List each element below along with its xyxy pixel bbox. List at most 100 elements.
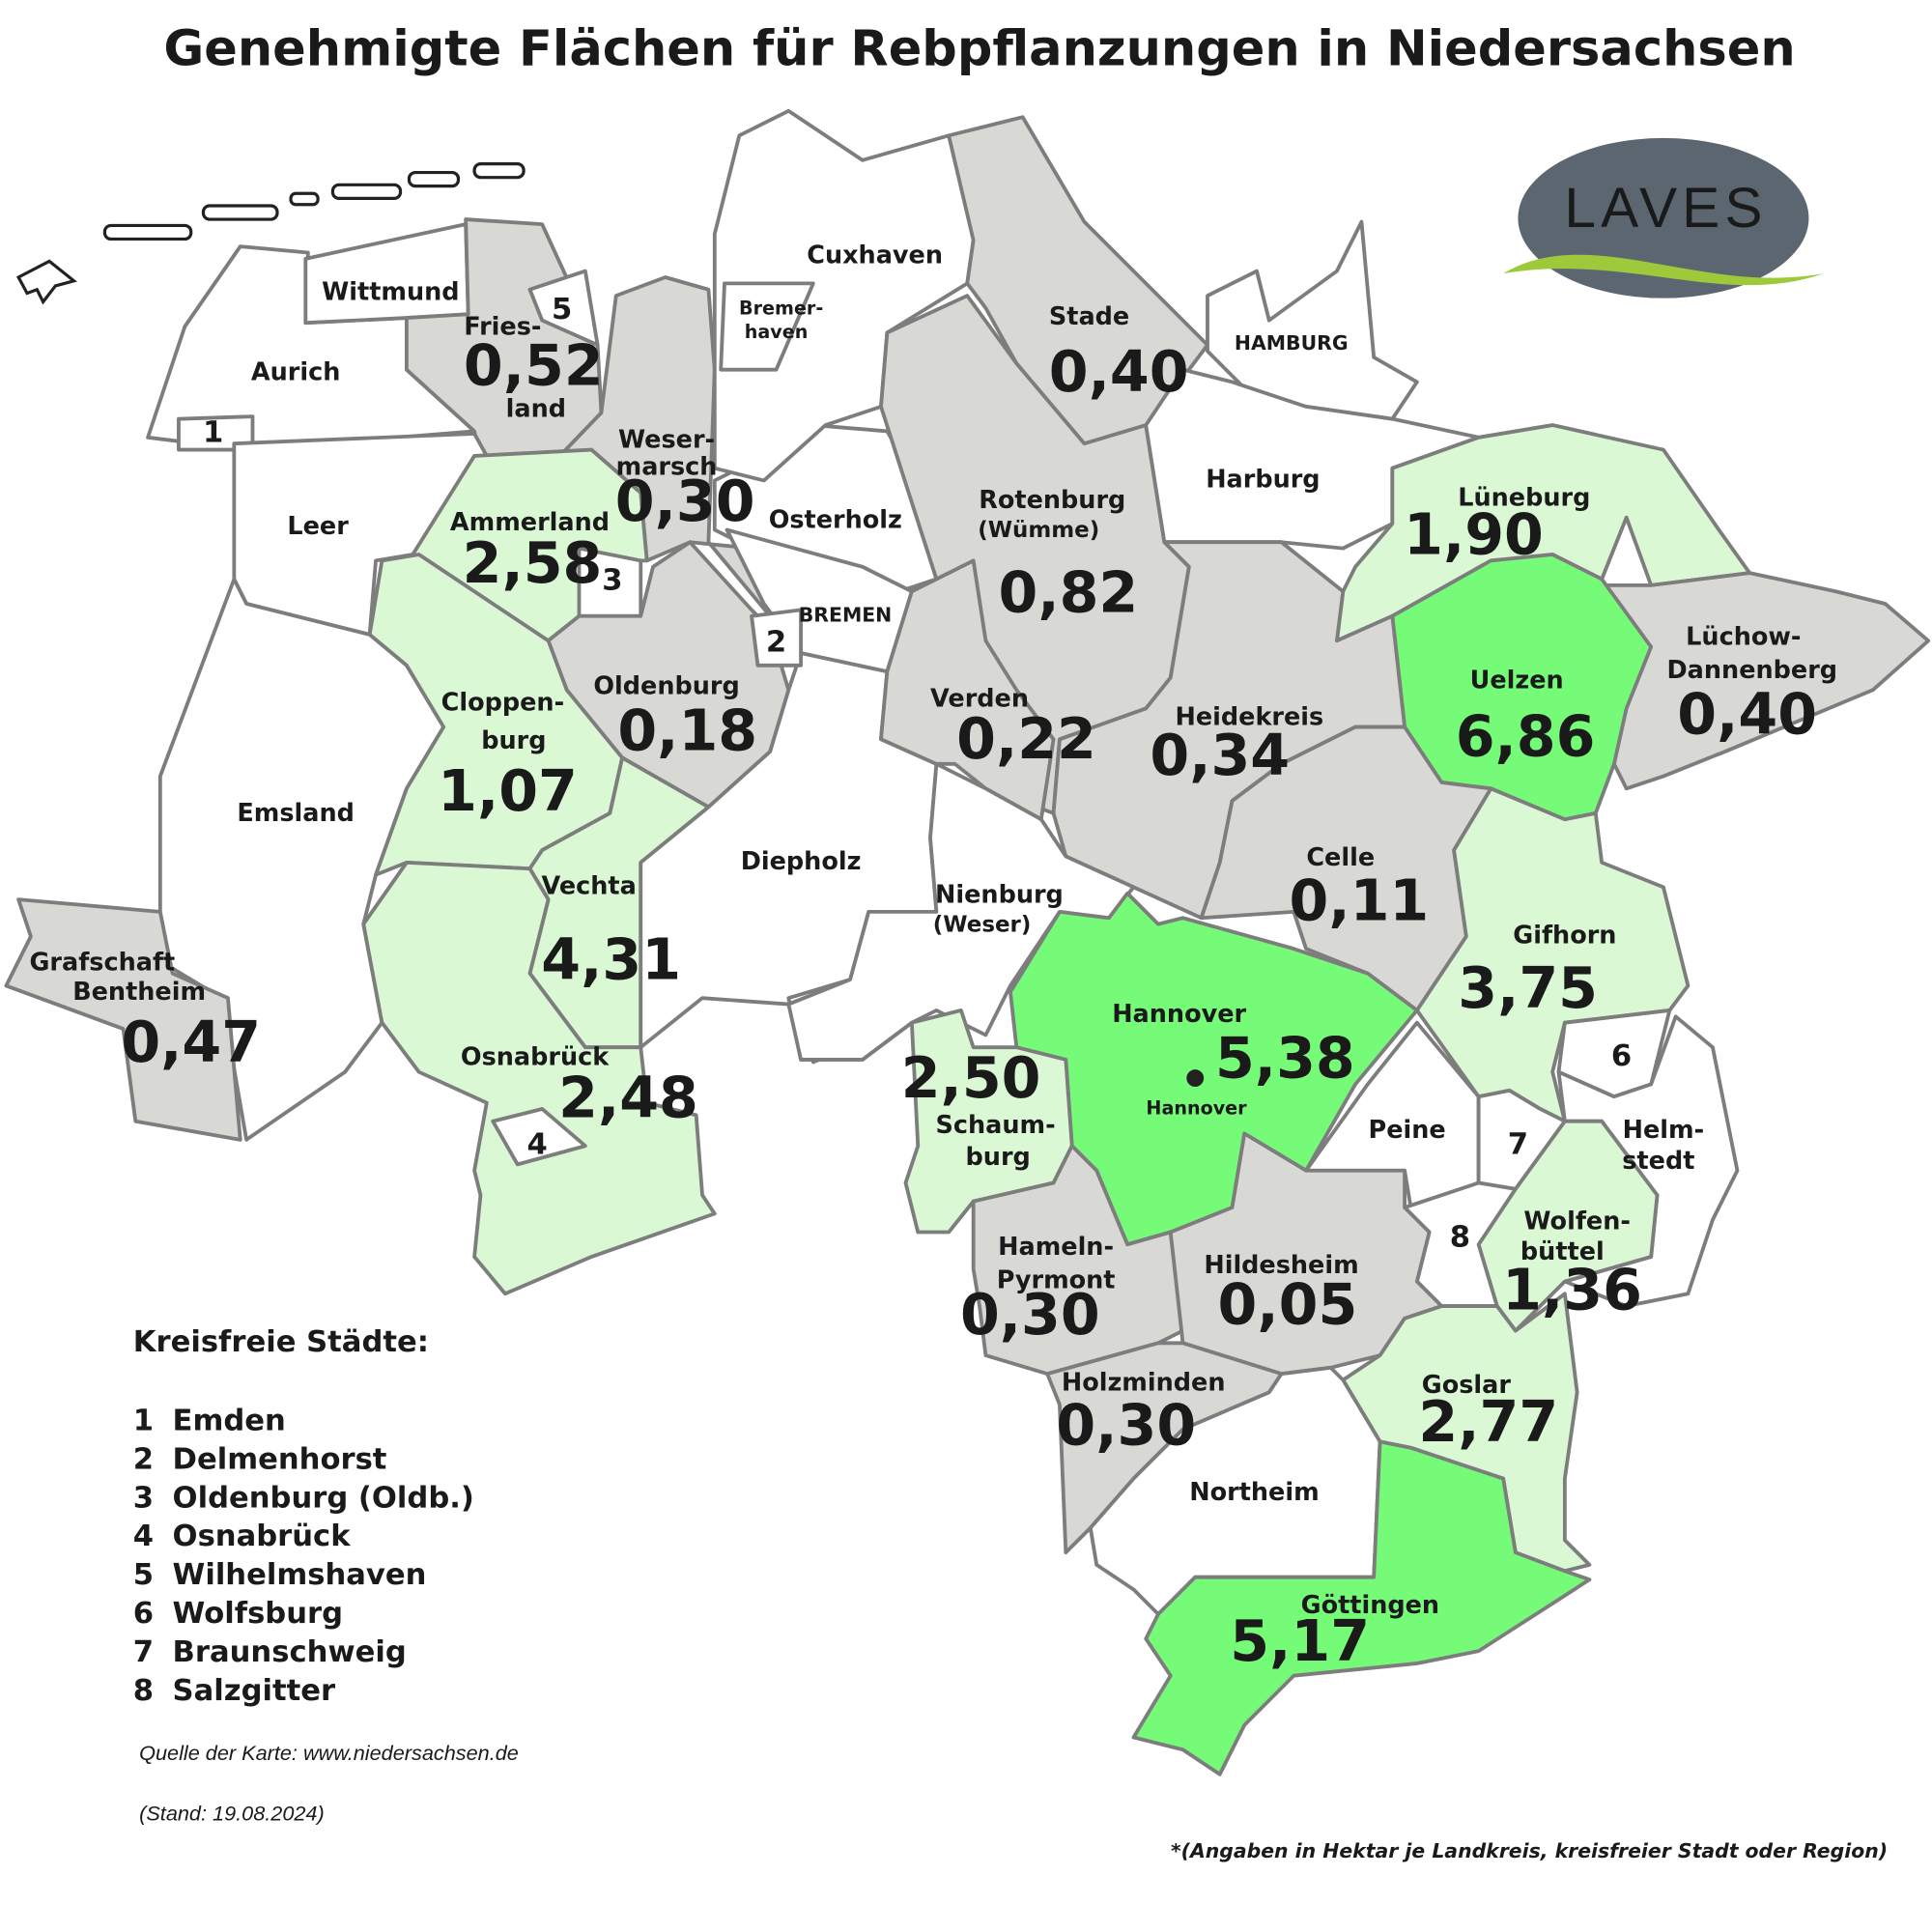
legend-name: Oldenburg (Oldb.): [173, 1481, 474, 1515]
region-name: Helm-: [1623, 1116, 1705, 1145]
island: [330, 183, 403, 200]
legend: 1 Emden 2 Delmenhorst 3 Oldenburg (Oldb.) 4 Osn…: [133, 1404, 474, 1707]
region-value: 0,18: [617, 697, 757, 763]
region-name: Peine: [1369, 1116, 1446, 1145]
region-name: Oldenburg: [593, 672, 739, 701]
region-name: land: [506, 395, 566, 424]
island: [407, 170, 461, 188]
region-name: Vechta: [542, 871, 637, 900]
region-value: 0,40: [1049, 339, 1189, 405]
region-value: 1,90: [1404, 502, 1544, 568]
region-value: 2,58: [463, 530, 603, 596]
legend-name: Wilhelmshaven: [173, 1558, 427, 1592]
region-value: 0,40: [1677, 682, 1817, 748]
region-shape: [4, 897, 242, 1142]
region-name: Nienburg: [935, 880, 1064, 909]
region-name: burg: [481, 726, 546, 755]
date: (Stand: 19.08.2024): [139, 1802, 325, 1826]
region-name: (Weser): [933, 912, 1032, 937]
region-name: Aurich: [251, 357, 340, 386]
region-name: büttel: [1520, 1237, 1605, 1266]
region-name: Osterholz: [769, 506, 902, 535]
region-shape: [750, 608, 803, 668]
city-number: 1: [203, 415, 223, 449]
region-value: 2,50: [901, 1045, 1041, 1111]
city-number: 2: [766, 625, 786, 659]
city-number: 7: [1508, 1128, 1528, 1162]
region-shape: [361, 860, 717, 1296]
region-value: 5,17: [1230, 1608, 1370, 1674]
region-name: Rotenburg: [979, 486, 1125, 515]
legend-title: Kreisfreie Städte:: [133, 1325, 429, 1359]
region-name: Hameln-: [998, 1233, 1114, 1262]
region-value: 6,86: [1456, 704, 1596, 770]
region-value: 4,31: [541, 927, 681, 993]
city-dot: [1186, 1069, 1205, 1087]
region-value: 0,22: [956, 706, 1096, 772]
city-number: 5: [552, 293, 572, 327]
region-value: 1,36: [1502, 1257, 1642, 1322]
region-name: Leer: [287, 512, 349, 541]
region-name: marsch: [616, 453, 718, 482]
region-name: Bentheim: [72, 978, 206, 1007]
legend-number: 7: [133, 1635, 154, 1669]
region-shape: [491, 1107, 587, 1167]
island: [102, 223, 193, 242]
region-value: 0,30: [1056, 1393, 1196, 1459]
region-value: 0,82: [999, 559, 1139, 625]
city-number: 8: [1450, 1220, 1470, 1254]
region-name: Wolfen-: [1523, 1207, 1631, 1236]
logo-swoosh: [1503, 254, 1824, 286]
region-value: 0,30: [615, 469, 755, 534]
region-value: 0,11: [1290, 867, 1430, 933]
logo-text: LAVES: [1564, 177, 1767, 240]
region-value: 1,07: [438, 758, 578, 824]
legend-name: Wolfsburg: [173, 1597, 343, 1631]
place-label: BREMEN: [799, 604, 892, 627]
region-name: Dannenberg: [1667, 656, 1838, 685]
region-name: Holzminden: [1062, 1368, 1226, 1397]
region-shape: [719, 281, 815, 372]
region-shape: [786, 761, 1136, 1062]
region-shape: [1131, 1439, 1592, 1776]
region-value: 0,34: [1150, 723, 1290, 788]
title: Genehmigte Flächen für Rebpflanzungen in…: [163, 21, 1795, 78]
region-value: 0,30: [960, 1282, 1100, 1348]
islands: [15, 162, 526, 305]
region-value: 2,48: [558, 1065, 698, 1130]
legend-number: 6: [133, 1597, 154, 1631]
region-name: Grafschaft: [29, 948, 175, 977]
region-value: 2,77: [1418, 1389, 1558, 1455]
place-label: Hannover: [1146, 1096, 1247, 1119]
region-name: Celle: [1306, 843, 1375, 872]
region-shape: [879, 558, 1056, 822]
region-shape: [527, 269, 600, 348]
island: [289, 191, 320, 207]
region-value: 0,52: [464, 333, 604, 399]
legend-number: 3: [133, 1481, 154, 1515]
region-name: Emsland: [237, 799, 355, 828]
region-name: Fries-: [464, 312, 541, 341]
city-number: 3: [602, 564, 622, 598]
source: Quelle der Karte: www.niedersachsen.de: [139, 1741, 519, 1765]
regions: [4, 108, 1931, 1776]
region-name: Göttingen: [1301, 1591, 1439, 1620]
region-name: Schaum-: [936, 1111, 1056, 1140]
island: [15, 259, 77, 305]
region-name: Cuxhaven: [807, 241, 943, 270]
legend-name: Braunschweig: [173, 1635, 407, 1669]
region-shape: [1088, 1365, 1382, 1616]
legend-number: 5: [133, 1558, 154, 1592]
region-name: Stade: [1049, 302, 1129, 331]
legend-name: Emden: [173, 1404, 286, 1437]
region-name: stedt: [1622, 1147, 1694, 1176]
logo: LAVES: [1503, 137, 1824, 298]
legend-number: 2: [133, 1442, 154, 1476]
region-name: Hildesheim: [1204, 1251, 1358, 1280]
region-value: 0,05: [1218, 1272, 1358, 1338]
region-name: Pyrmont: [997, 1266, 1116, 1295]
island: [472, 162, 526, 180]
